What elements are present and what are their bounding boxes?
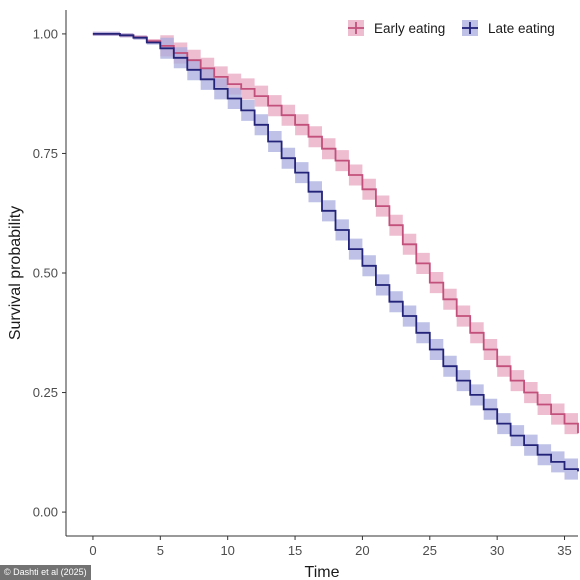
- x-tick-label: 10: [220, 543, 234, 558]
- legend-item: Late eating: [462, 20, 555, 36]
- y-tick-label: 0.75: [33, 146, 58, 161]
- confidence-bands: [92, 31, 579, 483]
- x-tick-label: 0: [89, 543, 96, 558]
- y-tick-label: 0.00: [33, 505, 58, 520]
- x-tick-label: 35: [557, 543, 571, 558]
- x-axis-title: Time: [305, 564, 340, 580]
- legend-item: Early eating: [348, 20, 445, 36]
- x-tick-label: 20: [355, 543, 369, 558]
- x-tick-label: 25: [423, 543, 437, 558]
- legend-label: Early eating: [374, 21, 445, 36]
- legend-label: Late eating: [488, 21, 555, 36]
- y-axis-title: Survival probability: [7, 206, 24, 340]
- survival-curves: [92, 33, 579, 472]
- axes: 0.00 0.25 0.50 0.75 1.00 0 5 10 15 20 25 30 35: [33, 10, 578, 558]
- survival-curve-1: [92, 33, 579, 472]
- confidence-band-1: [92, 31, 579, 483]
- y-tick-label: 0.50: [33, 266, 58, 281]
- x-tick-label: 5: [157, 543, 164, 558]
- confidence-band-0: [92, 31, 579, 444]
- image-credit: © Dashti et al (2025): [0, 565, 91, 580]
- x-tick-label: 30: [490, 543, 504, 558]
- y-tick-label: 1.00: [33, 26, 58, 41]
- legend: Early eating Late eating: [348, 20, 555, 36]
- x-tick-label: 15: [288, 543, 302, 558]
- y-tick-label: 0.25: [33, 385, 58, 400]
